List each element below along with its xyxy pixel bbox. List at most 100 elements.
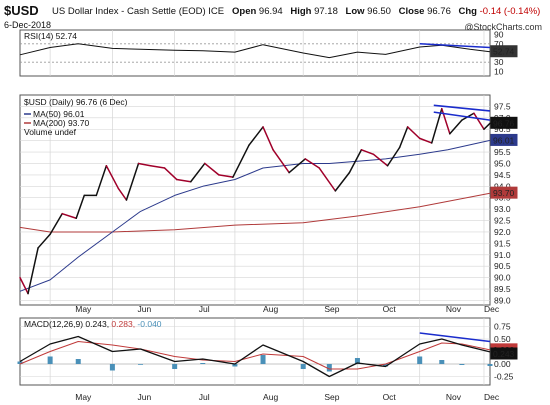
macd-y-tick-label: 0.75 [494,322,511,332]
rsi-legend: RSI(14) 52.74 [24,31,77,41]
macd-histogram-bar [172,364,178,369]
price-segment [125,162,140,201]
x-tick-label: Sep [324,392,339,402]
x-tick-label: Nov [446,304,462,314]
macd-histogram-bar [200,363,206,364]
chg-label: Chg [458,6,477,17]
price-segment [318,167,337,192]
price-y-tick-label: 90.0 [494,273,511,283]
macd-y-tick-label: -0.25 [494,372,514,382]
macd-histogram-bar [232,364,238,367]
macd-trendline [419,332,491,343]
price-segment [105,165,120,190]
price-y-tick-label: 92.5 [494,216,511,226]
price-trendline-upper [433,104,491,112]
macd-last-label: 0.243 [493,349,515,359]
price-y-tick-label: 94.5 [494,170,511,180]
macd-histogram-bar [439,360,445,364]
price-y-tick-label: 94.0 [494,181,511,191]
volume-legend: Volume undef [24,127,77,137]
rsi-trendline [419,43,491,49]
macd-histogram-bar [138,364,144,365]
price-segment [19,276,29,295]
close-label: Close [398,6,425,17]
ma50-last-label: 96.01 [493,135,515,145]
price-segment [334,171,351,192]
price-segment [418,137,433,144]
price-y-tick-label: 93.0 [494,204,511,214]
macd-histogram-bar [75,359,81,364]
price-segment [61,212,77,220]
rsi-y-tick-label: 10 [494,66,504,76]
price-segment [473,112,485,130]
x-tick-label: Sep [324,304,339,314]
price-y-tick-label: 89.5 [494,284,511,294]
price-segment [372,153,389,167]
high-label: High [290,6,312,17]
price-segment [288,158,306,174]
macd-y-tick-label: 0.00 [494,359,511,369]
price-segment [49,212,63,235]
x-tick-label: Jul [199,392,210,402]
open-value: 96.94 [258,6,283,17]
price-segment [75,194,86,220]
macd-histogram-bar [300,364,306,369]
ma200-legend: MA(200) 93.70 [33,118,89,128]
price-last-label-box [490,116,518,129]
price-segment [398,126,409,149]
macd-histogram-bar [417,356,423,364]
price-y-tick-label: 95.0 [494,158,511,168]
macd-histogram-bar [109,364,115,371]
price-legend: $USD (Daily) 96.76 (6 Dec) [24,97,128,107]
macd-signal-line [19,341,491,370]
x-tick-label: Nov [446,392,462,402]
open-label: Open [232,6,257,17]
price-y-tick-label: 92.0 [494,227,511,237]
x-tick-label: Jul [199,304,210,314]
price-y-tick-label: 95.5 [494,147,511,157]
low-label: Low [345,6,365,17]
price-segment [149,165,166,169]
price-segment [27,247,39,295]
rsi-y-tick-label: 70 [494,39,504,49]
rsi-line [19,43,491,59]
x-tick-label: Aug [263,304,278,314]
price-y-tick-label: 91.0 [494,250,511,260]
rsi-last-label: 52.74 [493,47,515,57]
x-tick-label: Jun [138,304,152,314]
macd-histogram-bar [260,355,266,364]
price-y-tick-label: 96.5 [494,124,511,134]
price-segment [218,174,234,178]
chart-ticker: $USD [4,3,39,18]
rsi-last-label-box [490,45,518,58]
macd-last-label-box [490,347,518,360]
x-tick-label: May [75,304,92,314]
price-segment [360,149,375,156]
x-tick-label: Oct [383,304,397,314]
price-segment [37,233,51,249]
price-segment [117,187,128,201]
price-y-tick-label: 90.5 [494,261,511,271]
price-segment [163,167,178,181]
rsi-panel [19,29,491,77]
macd-histogram-bar [47,356,53,364]
macd-histogram-bar [383,364,389,367]
ma50-line [19,139,491,292]
chart-description: US Dollar Index - Cash Settle (EOD) ICE [52,6,225,17]
price-segment [175,178,192,183]
macd-histogram-bar [17,361,23,364]
macd-legend: MACD(12,26,9) 0.243, 0.283, -0.040 [24,319,162,329]
x-tick-label: Jun [138,392,152,402]
high-value: 97.18 [314,6,338,17]
price-segment [262,126,274,151]
price-segment [449,119,463,135]
price-y-tick-label: 91.5 [494,238,511,248]
price-y-tick-label: 97.5 [494,101,511,111]
macd-y-tick-label: 0.50 [494,334,511,344]
macd-histogram-bar [487,364,493,366]
ma50-legend: MA(50) 96.01 [33,109,85,119]
x-tick-label: May [75,392,92,402]
watermark: @StockCharts.com [464,22,542,32]
ma200-line [19,192,491,233]
